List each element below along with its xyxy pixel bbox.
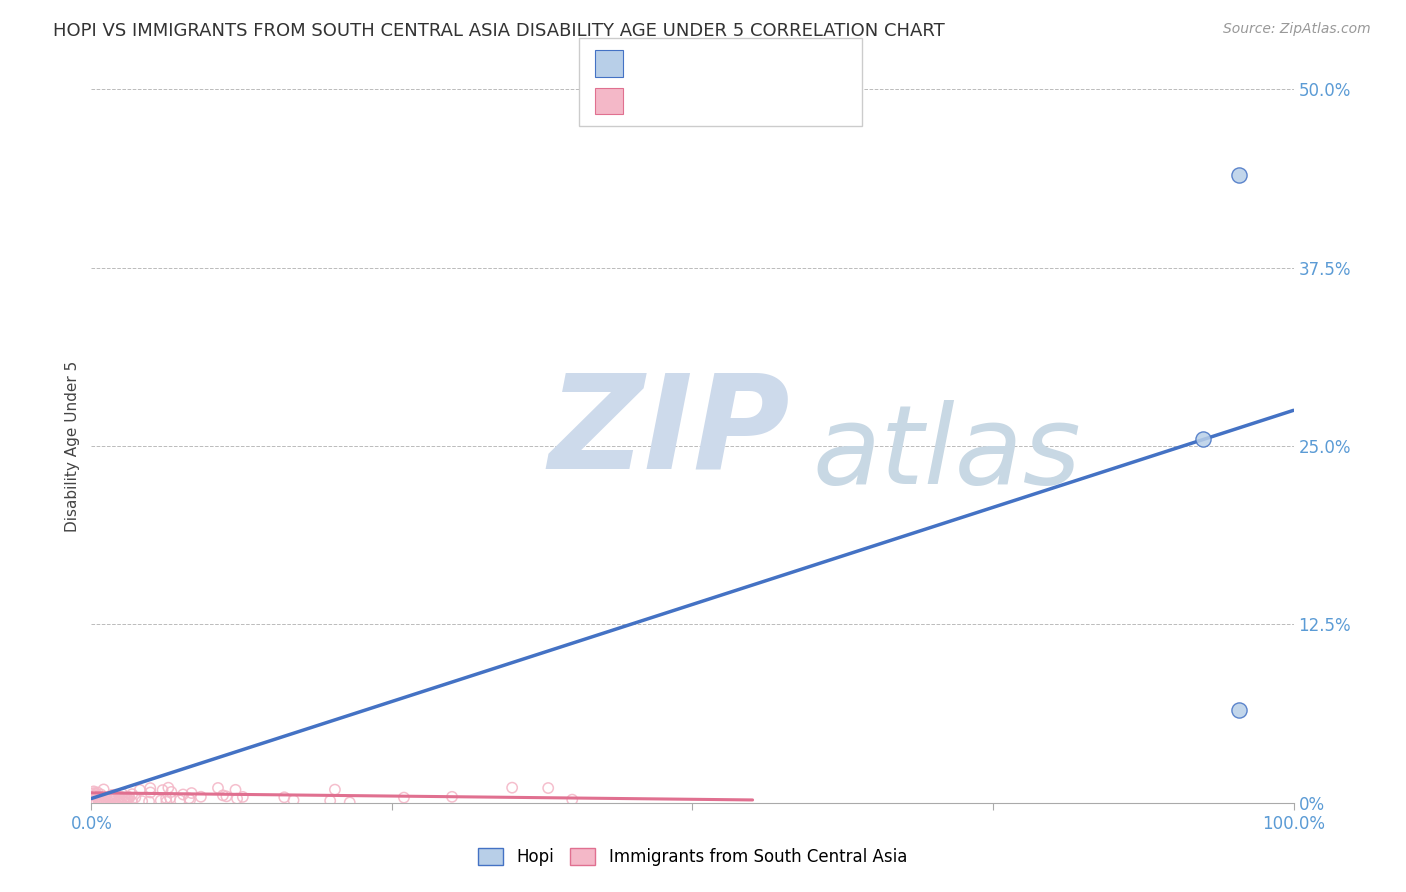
Point	[87, 796, 110, 810]
Point	[83, 784, 105, 798]
Point	[226, 791, 249, 805]
Point	[93, 793, 115, 807]
Point	[149, 793, 172, 807]
Text: HOPI VS IMMIGRANTS FROM SOUTH CENTRAL ASIA DISABILITY AGE UNDER 5 CORRELATION CH: HOPI VS IMMIGRANTS FROM SOUTH CENTRAL AS…	[53, 22, 945, 40]
Point	[93, 782, 115, 797]
Text: -0.458: -0.458	[664, 92, 723, 110]
Point	[152, 783, 174, 797]
Text: 82: 82	[762, 92, 785, 110]
Point	[80, 787, 103, 801]
Legend: Hopi, Immigrants from South Central Asia: Hopi, Immigrants from South Central Asia	[471, 841, 914, 873]
Point	[121, 787, 143, 801]
Text: N =: N =	[728, 92, 765, 110]
Point	[111, 787, 134, 801]
Point	[319, 794, 342, 808]
Point	[83, 786, 105, 800]
Point	[339, 796, 361, 810]
Point	[207, 780, 229, 795]
Point	[90, 788, 112, 802]
Point	[1192, 432, 1215, 446]
Point	[100, 791, 122, 805]
Point	[98, 791, 121, 805]
Point	[89, 795, 111, 809]
Point	[138, 795, 160, 809]
Point	[1229, 703, 1251, 717]
Point	[155, 791, 177, 805]
Point	[105, 788, 128, 802]
Point	[107, 795, 129, 809]
Point	[112, 795, 135, 809]
Point	[172, 788, 194, 802]
Text: R =: R =	[628, 92, 665, 110]
Point	[160, 785, 183, 799]
Point	[87, 792, 110, 806]
Point	[159, 791, 181, 805]
Point	[83, 793, 105, 807]
Text: Source: ZipAtlas.com: Source: ZipAtlas.com	[1223, 22, 1371, 37]
Point	[190, 789, 212, 804]
Point	[103, 792, 125, 806]
Point	[84, 795, 107, 809]
Point	[114, 790, 136, 805]
Point	[83, 789, 105, 803]
Point	[323, 782, 346, 797]
Point	[89, 792, 111, 806]
Point	[86, 796, 108, 810]
Point	[100, 794, 122, 808]
Point	[121, 795, 143, 809]
Point	[139, 781, 162, 796]
Text: atlas: atlas	[813, 400, 1081, 507]
Point	[110, 789, 132, 804]
Point	[117, 792, 139, 806]
Point	[104, 788, 127, 802]
Point	[86, 785, 108, 799]
Point	[94, 795, 117, 809]
Point	[392, 790, 415, 805]
Point	[103, 790, 125, 805]
Point	[212, 789, 235, 803]
Point	[91, 794, 114, 808]
Point	[283, 793, 305, 807]
Point	[128, 783, 150, 797]
Text: 8: 8	[762, 54, 779, 72]
Point	[155, 795, 177, 809]
Point	[180, 786, 202, 800]
Text: 0.760: 0.760	[664, 54, 721, 72]
Point	[117, 789, 139, 804]
Point	[215, 789, 238, 804]
Point	[232, 789, 254, 804]
Point	[177, 791, 200, 805]
Point	[273, 790, 295, 805]
Point	[101, 788, 124, 802]
Point	[100, 791, 122, 805]
Text: R =: R =	[628, 54, 665, 72]
Point	[225, 782, 247, 797]
Point	[97, 795, 120, 809]
Text: ZIP: ZIP	[548, 368, 790, 495]
Point	[139, 785, 162, 799]
Text: N =: N =	[728, 54, 765, 72]
Point	[103, 792, 125, 806]
Point	[112, 790, 135, 805]
Point	[84, 787, 107, 801]
Point	[100, 789, 122, 803]
Point	[117, 792, 139, 806]
Point	[115, 790, 138, 805]
Point	[157, 780, 180, 795]
Point	[108, 790, 131, 805]
Point	[131, 794, 153, 808]
Point	[537, 780, 560, 795]
Point	[501, 780, 523, 795]
Y-axis label: Disability Age Under 5: Disability Age Under 5	[65, 360, 80, 532]
Point	[87, 789, 110, 803]
Point	[82, 793, 104, 807]
Point	[124, 790, 146, 805]
Point	[1229, 168, 1251, 182]
Point	[169, 793, 191, 807]
Point	[179, 793, 201, 807]
Point	[440, 789, 463, 804]
Point	[561, 792, 583, 806]
Point	[118, 790, 141, 805]
Point	[112, 795, 135, 809]
